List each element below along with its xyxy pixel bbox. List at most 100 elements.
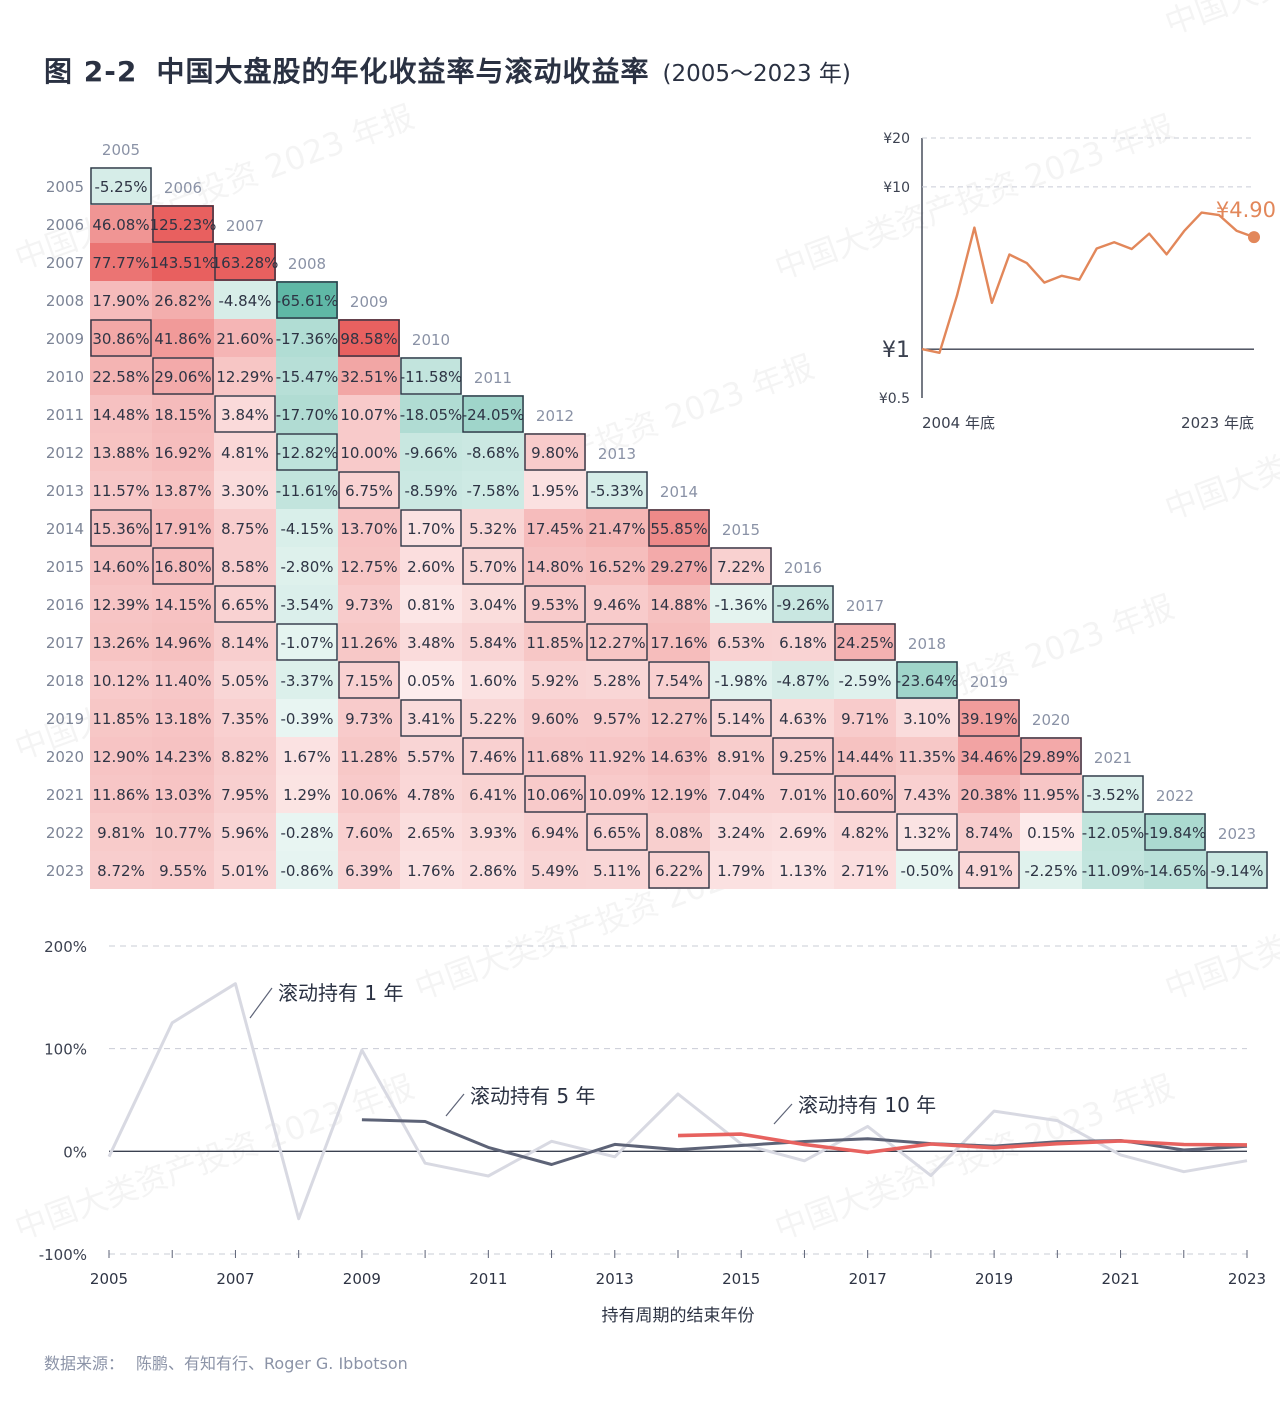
heatmap-cell [834, 623, 896, 661]
heatmap-cell-value: 9.55% [159, 862, 207, 880]
heatmap-cell [896, 737, 958, 775]
heatmap-cell-value: 0.81% [407, 596, 455, 614]
heatmap-cell-value: -11.58% [400, 368, 463, 386]
heatmap-cell-value: 163.28% [212, 254, 279, 272]
row-year-label: 2016 [46, 596, 84, 614]
heatmap-cell [214, 699, 276, 737]
heatmap-cell [276, 737, 338, 775]
heatmap-cell-value: -9.66% [404, 444, 457, 462]
row-year-label: 2011 [46, 406, 84, 424]
heatmap-cell [400, 395, 462, 433]
heatmap-cell-value: 5.32% [469, 520, 517, 538]
heatmap-cell-border [90, 167, 152, 205]
heatmap-cell [772, 737, 834, 775]
heatmap-cell [214, 395, 276, 433]
rolling-y-tick-label: -100% [39, 1246, 87, 1264]
heatmap-cell-value: 4.82% [841, 824, 889, 842]
heatmap-cell-value: 0.15% [1027, 824, 1075, 842]
heatmap-cell [1020, 813, 1082, 851]
heatmap-cell [276, 471, 338, 509]
heatmap-cell [648, 547, 710, 585]
heatmap-cell-value: -19.84% [1144, 824, 1207, 842]
heatmap-cell-value: 3.30% [221, 482, 269, 500]
heatmap-cell-value: 3.93% [469, 824, 517, 842]
heatmap-cell-value: 6.65% [593, 824, 641, 842]
heatmap-cell-border [276, 623, 338, 661]
heatmap-cell [462, 623, 524, 661]
heatmap-cell [772, 699, 834, 737]
heatmap-cell-value: -4.84% [218, 292, 271, 310]
heatmap-cell [400, 737, 462, 775]
heatmap-cell-border [772, 737, 834, 775]
heatmap-cell-value: 10.09% [588, 786, 645, 804]
heatmap-cell [462, 775, 524, 813]
heatmap-cell-value: 7.04% [717, 786, 765, 804]
heatmap-cell [1020, 737, 1082, 775]
heatmap-cell [586, 623, 648, 661]
column-year-label: 2021 [1094, 749, 1132, 767]
heatmap-cell [338, 395, 400, 433]
heatmap-cell-value: 5.28% [593, 672, 641, 690]
heatmap-cell [338, 509, 400, 547]
source-label: 数据来源： [44, 1354, 125, 1373]
heatmap-cell-border [648, 509, 710, 547]
heatmap-cell [152, 395, 214, 433]
rolling-y-tick-label: 0% [63, 1143, 87, 1161]
heatmap-cell-value: 2.60% [407, 558, 455, 576]
row-year-label: 2023 [46, 862, 84, 880]
column-year-label: 2018 [908, 635, 946, 653]
heatmap-cell [462, 699, 524, 737]
heatmap-cell [276, 585, 338, 623]
heatmap-cell [90, 509, 152, 547]
heatmap-cell-value: 10.12% [92, 672, 149, 690]
heatmap-cell-value: 10.07% [340, 406, 397, 424]
heatmap-cell-value: 1.13% [779, 862, 827, 880]
heatmap-cell [462, 509, 524, 547]
heatmap-cell [152, 509, 214, 547]
heatmap-cell-value: 10.77% [154, 824, 211, 842]
heatmap-cell [90, 205, 152, 243]
heatmap-cell-value: 7.01% [779, 786, 827, 804]
series-label-leader [773, 1103, 793, 1125]
heatmap-cell [710, 585, 772, 623]
heatmap-cell-value: 125.23% [150, 216, 217, 234]
heatmap-cell [90, 433, 152, 471]
heatmap-cell-border [400, 699, 462, 737]
heatmap-cell-value: 9.46% [593, 596, 641, 614]
heatmap-cell [338, 357, 400, 395]
heatmap-cell-value: 1.76% [407, 862, 455, 880]
heatmap-cell-value: -15.47% [276, 368, 339, 386]
column-year-label: 2006 [164, 179, 202, 197]
heatmap-cell-value: 39.19% [960, 710, 1017, 728]
heatmap-cell [524, 775, 586, 813]
heatmap-cell-value: -8.59% [404, 482, 457, 500]
heatmap-cell-value: 22.58% [92, 368, 149, 386]
column-year-label: 2023 [1218, 825, 1256, 843]
heatmap-cell [710, 623, 772, 661]
heatmap-cell-value: -2.59% [838, 672, 891, 690]
heatmap-cell [896, 699, 958, 737]
heatmap-cell [152, 775, 214, 813]
heatmap-cell-value: 8.74% [965, 824, 1013, 842]
heatmap-cell-value: 14.15% [154, 596, 211, 614]
heatmap-cell-value: 9.53% [531, 596, 579, 614]
heatmap-cell [214, 661, 276, 699]
heatmap-cell-value: 6.18% [779, 634, 827, 652]
heatmap-cell [958, 699, 1020, 737]
heatmap-cell-value: 17.45% [526, 520, 583, 538]
heatmap-cell-border [524, 585, 586, 623]
heatmap-cell-value: 11.85% [526, 634, 583, 652]
heatmap-cell [276, 699, 338, 737]
heatmap-cell [90, 737, 152, 775]
rolling-x-axis-title: 持有周期的结束年份 [602, 1306, 755, 1326]
heatmap-cell-value: 5.57% [407, 748, 455, 766]
heatmap-cell [648, 775, 710, 813]
heatmap-cell-value: 8.75% [221, 520, 269, 538]
rolling-y-tick-label: 200% [44, 938, 87, 956]
series-label: 滚动持有 5 年 [470, 1084, 595, 1108]
rolling-x-tick-label: 2009 [343, 1270, 381, 1288]
row-year-label: 2009 [46, 330, 84, 348]
heatmap-cell-value: 12.29% [216, 368, 273, 386]
heatmap-cell [90, 471, 152, 509]
